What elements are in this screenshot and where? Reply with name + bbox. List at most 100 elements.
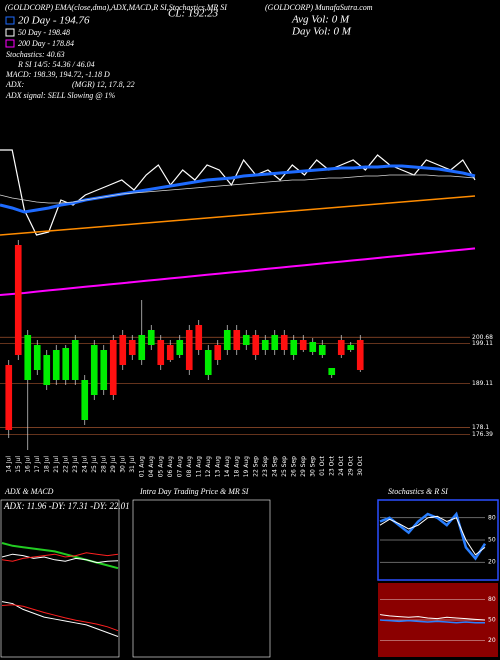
y-tick-label: 80: [488, 596, 496, 603]
candle-body: [109, 340, 117, 395]
x-tick-label: 23 Sep: [262, 456, 269, 477]
candle-body: [347, 345, 355, 350]
legend-box: [5, 39, 15, 48]
x-tick-label: 29 Sep: [300, 456, 307, 477]
candle-body: [5, 365, 13, 430]
adx-info: ADX:: [5, 80, 25, 89]
candle-body: [337, 340, 345, 355]
candle-body: [271, 335, 279, 350]
series-line: [379, 511, 487, 561]
x-tick-label: 11 Aug: [195, 456, 202, 477]
y-tick-label: 178.1: [472, 424, 489, 431]
panel-title: Intra Day Trading Price & MR SI: [139, 487, 249, 496]
x-tick-label: 05 Aug: [157, 456, 164, 477]
x-tick-label: 06 Aug: [167, 456, 174, 477]
x-tick-label: 31 Jul: [129, 456, 136, 473]
series-line: [0, 149, 476, 236]
x-tick-label: 08 Aug: [186, 456, 193, 477]
candle-body: [280, 335, 288, 350]
candle-body: [157, 340, 165, 365]
x-tick-label: 23 Oct: [328, 455, 335, 476]
x-tick-label: 30 Sep: [309, 456, 316, 477]
series-line: [0, 195, 476, 236]
candle-body: [233, 330, 241, 350]
candle-body: [328, 368, 336, 375]
candle-body: [24, 335, 32, 380]
candle-body: [90, 345, 98, 395]
x-tick-label: 14 Aug: [224, 456, 231, 477]
candle-body: [166, 345, 174, 360]
close-price: CL: 192.23: [168, 8, 219, 20]
x-tick-label: 24 Oct: [338, 455, 345, 476]
series-line: [0, 174, 476, 204]
x-tick-label: 04 Aug: [148, 456, 155, 477]
x-tick-label: 24 Jul: [81, 456, 88, 473]
x-tick-label: 19 Aug: [243, 456, 250, 477]
x-tick-label: 24 Sep: [271, 456, 278, 477]
adx-values: (MGR) 12, 17.8, 22: [72, 80, 135, 89]
y-tick-label: 20: [488, 559, 496, 566]
legend-box: [5, 16, 15, 25]
legend-box: [5, 28, 15, 37]
macd-info: MACD: 198.39, 194.72, -1.18 D: [5, 70, 110, 79]
x-tick-label: 29 Oct: [347, 455, 354, 476]
candle-body: [290, 340, 298, 355]
x-tick-label: 21 Jul: [53, 456, 60, 473]
x-tick-label: 23 Jul: [72, 456, 79, 473]
intraday-panel: [132, 499, 271, 658]
series-line: [379, 614, 486, 621]
dma50: 50 Day - 198.48: [18, 28, 70, 37]
y-tick-label: 50: [488, 537, 496, 544]
candle-body: [242, 335, 250, 345]
x-tick-label: 01 Aug: [138, 456, 145, 477]
series-line: [1, 604, 119, 632]
series-line: [1, 553, 119, 564]
x-tick-label: 30 Oct: [357, 455, 364, 476]
y-tick-label: 189.11: [472, 380, 493, 387]
adx-signal: ADX signal: SELL Slowing @ 1%: [5, 91, 116, 100]
x-tick-label: 15 Jul: [15, 456, 22, 473]
x-tick-label: 22 Jul: [62, 456, 69, 473]
x-tick-label: 30 Jul: [119, 456, 126, 473]
y-tick-label: 176.39: [472, 431, 493, 438]
dma20: 20 Day - 194.76: [18, 15, 90, 27]
series-line: [1, 552, 119, 562]
candle-body: [204, 350, 212, 375]
candle-body: [62, 348, 70, 380]
x-tick-label: 25 Jul: [91, 456, 98, 473]
y-tick-label: 199.11: [472, 340, 493, 347]
candle-body: [81, 380, 89, 420]
x-tick-label: 14 Jul: [5, 456, 12, 473]
candle-body: [299, 340, 307, 350]
y-tick-label: 200.68: [472, 334, 493, 341]
series-line: [0, 164, 476, 214]
panel-subtitle: ADX: 11.96 -DY: 17.31 -DY: 22.01: [3, 501, 130, 511]
x-tick-label: 18 Jul: [43, 456, 50, 473]
series-line: [379, 515, 486, 556]
avg-vol: Avg Vol: 0 M: [291, 14, 350, 26]
x-tick-label: 28 Jul: [100, 456, 107, 473]
series-line: [0, 247, 476, 296]
x-tick-label: 13 Aug: [214, 456, 221, 477]
x-tick-label: 07 Aug: [176, 456, 183, 477]
series-line: [1, 542, 119, 570]
x-tick-label: 17 Jul: [34, 456, 41, 473]
y-tick-label: 50: [488, 617, 496, 624]
candle-body: [252, 335, 260, 355]
candle-body: [214, 345, 222, 360]
candle-body: [309, 342, 317, 352]
series-line: [1, 601, 119, 637]
stoch-info: Stochastics: 40.63: [6, 50, 65, 59]
candle-body: [147, 330, 155, 345]
candle-body: [261, 340, 269, 350]
header-line: (GOLDCORP) EMA(close,dma),ADX,MACD,R SI,…: [5, 3, 227, 12]
x-tick-label: 29 Jul: [110, 456, 117, 473]
panel-title: Stochastics & R SI: [388, 487, 448, 496]
candle-body: [195, 325, 203, 350]
candle-body: [356, 340, 364, 370]
candle-body: [33, 345, 41, 370]
candle-body: [318, 345, 326, 355]
rsi-info: R SI 14/5: 54.36 / 46.04: [17, 60, 95, 69]
series-line: [379, 619, 485, 624]
